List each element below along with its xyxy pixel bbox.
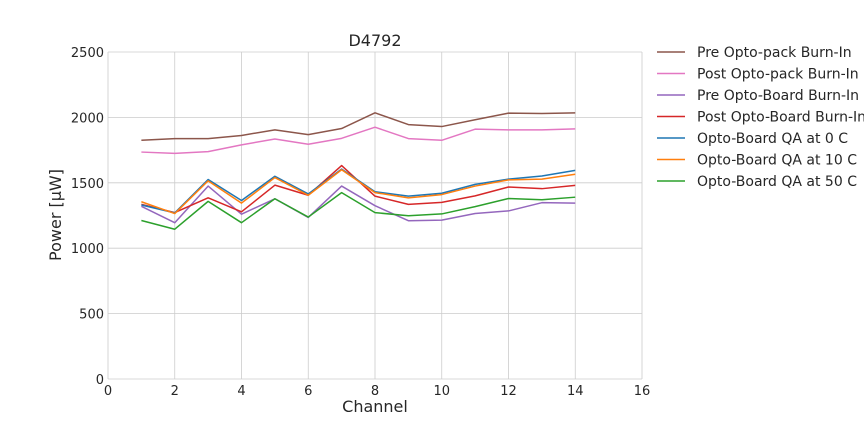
legend-label: Opto-Board QA at 10 C bbox=[697, 153, 857, 169]
x-tick-label: 16 bbox=[634, 384, 651, 399]
y-tick-label: 2000 bbox=[71, 111, 104, 126]
x-tick-label: 4 bbox=[237, 384, 245, 399]
legend-label: Opto-Board QA at 0 C bbox=[697, 131, 848, 147]
series-line bbox=[141, 191, 576, 230]
x-tick-label: 8 bbox=[371, 384, 379, 399]
y-tick-label: 0 bbox=[96, 373, 104, 388]
y-tick-label: 1000 bbox=[71, 242, 104, 257]
series-lines bbox=[141, 112, 576, 230]
chart-title: D4792 bbox=[348, 31, 401, 50]
series-line bbox=[141, 164, 576, 214]
series-line bbox=[141, 185, 576, 224]
series-line bbox=[141, 112, 576, 142]
x-tick-label: 6 bbox=[304, 384, 312, 399]
x-axis-label: Channel bbox=[342, 397, 408, 416]
x-tick-label: 14 bbox=[567, 384, 584, 399]
y-tick-label: 500 bbox=[79, 308, 104, 323]
legend-label: Post Opto-Board Burn-In bbox=[697, 110, 864, 126]
tick-labels: 0 2 4 6 8 10 12 14 16 0 500 1000 1500 2000 2500 bbox=[71, 46, 650, 399]
grid bbox=[107, 51, 643, 380]
y-tick-label: 1500 bbox=[71, 177, 104, 192]
y-tick-label: 2500 bbox=[71, 46, 104, 61]
x-tick-label: 10 bbox=[433, 384, 450, 399]
y-axis-label: Power [μW] bbox=[46, 169, 65, 261]
legend-label: Post Opto-pack Burn-In bbox=[697, 67, 859, 83]
series-line bbox=[141, 168, 576, 215]
legend: Pre Opto-pack Burn-In Post Opto-pack Burn… bbox=[657, 45, 864, 190]
legend-label: Pre Opto-pack Burn-In bbox=[697, 45, 852, 61]
x-tick-label: 0 bbox=[104, 384, 112, 399]
legend-label: Opto-Board QA at 50 C bbox=[697, 174, 857, 190]
x-tick-label: 2 bbox=[171, 384, 179, 399]
series-line bbox=[141, 126, 576, 155]
legend-label: Pre Opto-Board Burn-In bbox=[697, 88, 859, 104]
series-line bbox=[141, 168, 576, 214]
x-tick-label: 12 bbox=[500, 384, 517, 399]
